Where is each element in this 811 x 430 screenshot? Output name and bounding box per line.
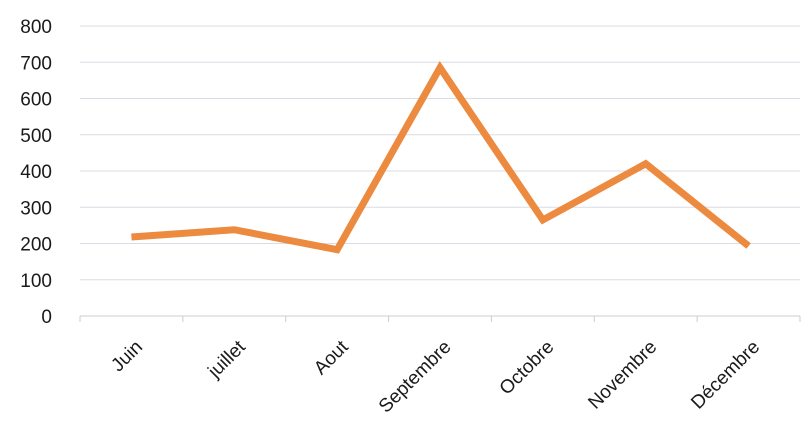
x-tick-label: Décembre <box>687 337 764 414</box>
series-layer <box>131 61 751 254</box>
y-tick-label: 100 <box>20 271 52 292</box>
y-axis-tick-labels: 0 100 200 300 400 500 600 700 800 <box>20 17 52 328</box>
y-tick-label: 800 <box>20 17 52 38</box>
x-tick-label: Juin <box>107 337 146 376</box>
series-line-0 <box>131 61 751 254</box>
y-tick-label: 200 <box>20 235 52 256</box>
y-tick-label: 400 <box>20 162 52 183</box>
x-tick-label: Octobre <box>496 337 559 400</box>
x-axis-tick-labels: Juin juillet Aout Septembre Octobre Novembre D… <box>107 336 764 417</box>
x-axis <box>79 315 801 322</box>
y-tick-label: 500 <box>20 126 52 147</box>
x-tick-label: Novembre <box>584 337 661 414</box>
x-tick-label: juillet <box>204 336 251 383</box>
y-tick-label: 0 <box>41 307 52 328</box>
x-tick-label: Septembre <box>375 337 456 418</box>
grid-lines <box>80 25 800 281</box>
x-tick-label: Aout <box>310 336 353 379</box>
y-tick-label: 700 <box>20 53 52 74</box>
y-tick-label: 300 <box>20 198 52 219</box>
y-tick-label: 600 <box>20 90 52 111</box>
